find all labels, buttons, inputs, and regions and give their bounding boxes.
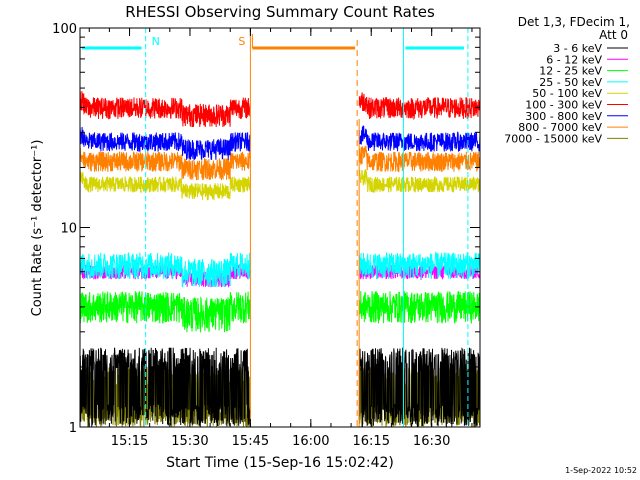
series-line-5-seg-1 — [358, 92, 481, 121]
x-axis-label: Start Time (15-Sep-16 15:02:42) — [166, 455, 394, 471]
legend-label-7: 800 - 7000 keV — [518, 121, 602, 134]
series-line-2-seg-1 — [358, 291, 481, 324]
timestamp: 1-Sep-2022 10:52 — [565, 466, 637, 475]
series-line-6-seg-1 — [358, 125, 481, 152]
y-axis-label: Count Rate (s⁻¹ detector⁻¹) — [30, 140, 45, 317]
state-label-1: S — [238, 35, 245, 48]
legend-label-2: 12 - 25 keV — [539, 65, 602, 78]
legend-label-4: 50 - 100 keV — [532, 87, 602, 100]
x-tick-label-1: 15:30 — [171, 434, 208, 449]
legend-label-1: 6 - 12 keV — [546, 53, 602, 66]
y-tick-label-2: 100 — [52, 22, 77, 37]
series-line-3-seg-0 — [79, 252, 251, 288]
x-tick-label-3: 16:00 — [292, 434, 329, 449]
y-tick-label-1: 10 — [60, 222, 77, 237]
state-label-0: N — [152, 35, 160, 48]
series-line-3-seg-1 — [358, 251, 481, 280]
legend-label-0: 3 - 6 keV — [553, 42, 602, 55]
series-line-6-seg-0 — [79, 126, 251, 162]
legend-label-8: 7000 - 15000 keV — [504, 132, 602, 145]
series-line-0-seg-1 — [358, 347, 481, 428]
series-line-4-seg-0 — [79, 171, 251, 201]
x-tick-label-4: 16:15 — [353, 434, 390, 449]
legend-label-3: 25 - 50 keV — [539, 76, 602, 89]
legend-label-6: 300 - 800 keV — [525, 110, 602, 123]
x-tick-label-0: 15:15 — [111, 434, 148, 449]
axis-layer: 15:15 15:30 15:45 16:00 16:15 16:30 1 10 100 — [52, 22, 480, 449]
legend-label-5: 100 - 300 keV — [525, 99, 602, 112]
series-line-7-seg-0 — [79, 147, 251, 181]
x-tick-label-5: 16:30 — [413, 434, 450, 449]
legend-header-line1: Det 1,3, FDecim 1, — [518, 15, 630, 29]
chart-title: RHESSI Observing Summary Count Rates — [125, 3, 435, 21]
series-line-7-seg-1 — [358, 145, 481, 173]
series-line-2-seg-0 — [79, 290, 251, 333]
x-tick-label-2: 15:45 — [232, 434, 269, 449]
series-line-1-seg-1 — [358, 263, 481, 280]
series-line-5-seg-0 — [79, 91, 251, 128]
legend-header-line2: Att 0 — [599, 28, 628, 42]
y-tick-label-0: 1 — [69, 421, 77, 436]
series-line-0-seg-0 — [79, 347, 251, 427]
series-line-4-seg-1 — [358, 168, 481, 193]
